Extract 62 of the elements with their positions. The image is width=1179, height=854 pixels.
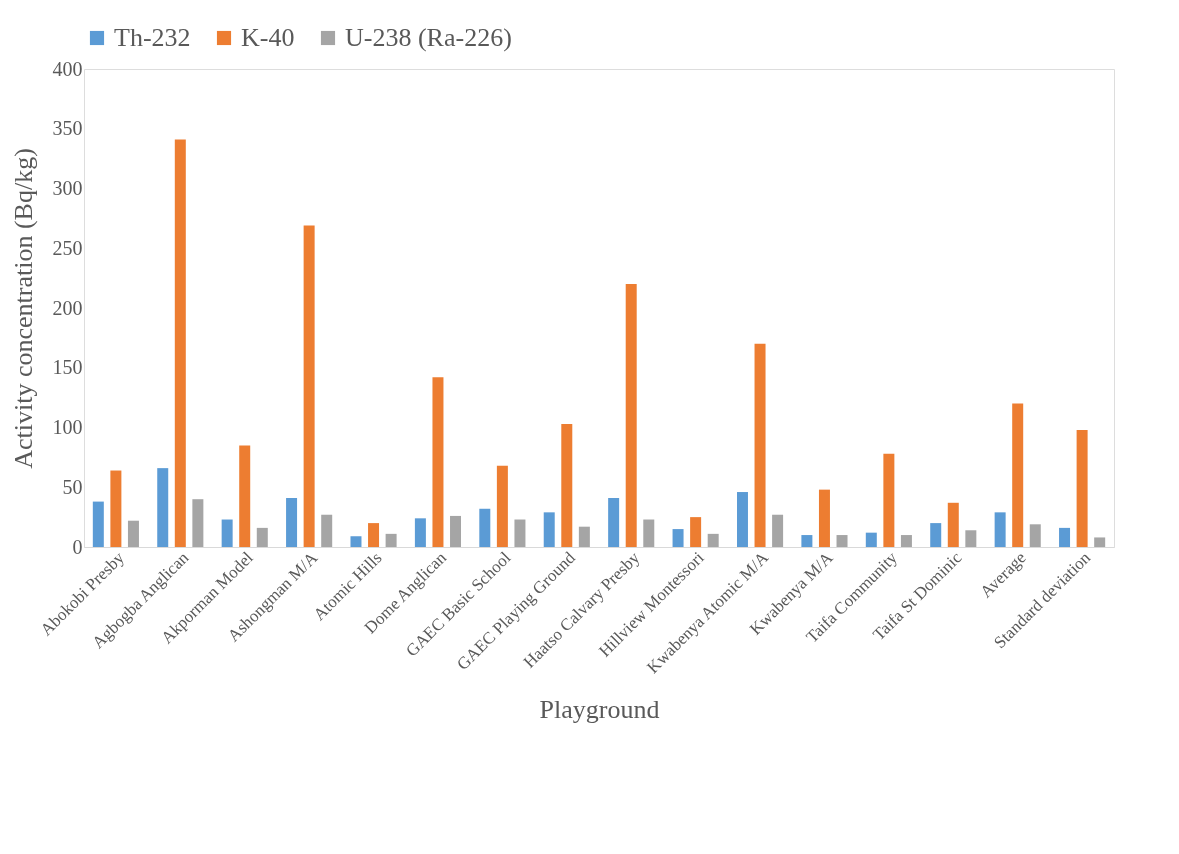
bar bbox=[110, 470, 122, 547]
x-axis-title: Playground bbox=[539, 694, 660, 724]
y-tick-label: 100 bbox=[52, 416, 83, 438]
bar bbox=[947, 502, 959, 547]
y-tick-label: 200 bbox=[52, 296, 83, 319]
bar bbox=[414, 518, 426, 547]
bar bbox=[578, 526, 590, 547]
bar bbox=[772, 514, 784, 547]
bar bbox=[672, 529, 684, 547]
bar bbox=[643, 519, 655, 547]
bar bbox=[450, 515, 462, 547]
bar bbox=[818, 489, 830, 547]
legend-label: Th-232 bbox=[114, 23, 191, 52]
bar bbox=[385, 533, 397, 547]
bar bbox=[92, 501, 104, 547]
bar bbox=[754, 343, 766, 547]
y-tick-label: 350 bbox=[52, 117, 83, 140]
bar bbox=[836, 535, 848, 547]
bar bbox=[994, 512, 1006, 547]
bar bbox=[496, 465, 508, 547]
bar bbox=[286, 498, 298, 547]
bar bbox=[690, 517, 702, 547]
bar bbox=[561, 423, 573, 547]
bar bbox=[157, 468, 169, 547]
bar bbox=[883, 453, 895, 547]
bar bbox=[930, 523, 942, 547]
bar bbox=[514, 519, 526, 547]
bar bbox=[256, 527, 268, 547]
legend-label: U-238 (Ra-226) bbox=[345, 23, 512, 52]
bar bbox=[1076, 429, 1088, 547]
bar bbox=[479, 508, 491, 547]
y-tick-label: 400 bbox=[52, 57, 83, 80]
legend-label: K-40 bbox=[241, 23, 295, 52]
bar bbox=[608, 498, 620, 547]
bar bbox=[192, 499, 204, 547]
bar bbox=[368, 523, 380, 547]
bar bbox=[221, 519, 233, 547]
y-tick-label: 300 bbox=[52, 177, 83, 199]
bar bbox=[707, 533, 719, 547]
bar bbox=[174, 139, 186, 547]
bar bbox=[1029, 524, 1041, 547]
y-tick-label: 150 bbox=[52, 356, 83, 379]
bar bbox=[625, 284, 637, 547]
bar bbox=[543, 512, 555, 547]
bar bbox=[900, 535, 912, 547]
bar bbox=[1012, 403, 1024, 547]
bar bbox=[736, 492, 748, 547]
bar bbox=[965, 530, 977, 547]
bar bbox=[865, 532, 877, 547]
bar bbox=[303, 225, 315, 547]
bar bbox=[801, 535, 813, 547]
y-axis-title: Activity concentration (Bq/kg) bbox=[8, 148, 38, 469]
bar bbox=[350, 536, 362, 547]
bar bbox=[1059, 527, 1071, 547]
bar bbox=[321, 514, 333, 547]
y-tick-label: 50 bbox=[62, 475, 83, 498]
bar bbox=[127, 520, 139, 547]
bar bbox=[1094, 537, 1106, 547]
bar bbox=[239, 445, 251, 547]
y-tick-label: 250 bbox=[52, 236, 83, 259]
y-tick-label: 0 bbox=[72, 535, 83, 558]
bar bbox=[432, 377, 444, 547]
